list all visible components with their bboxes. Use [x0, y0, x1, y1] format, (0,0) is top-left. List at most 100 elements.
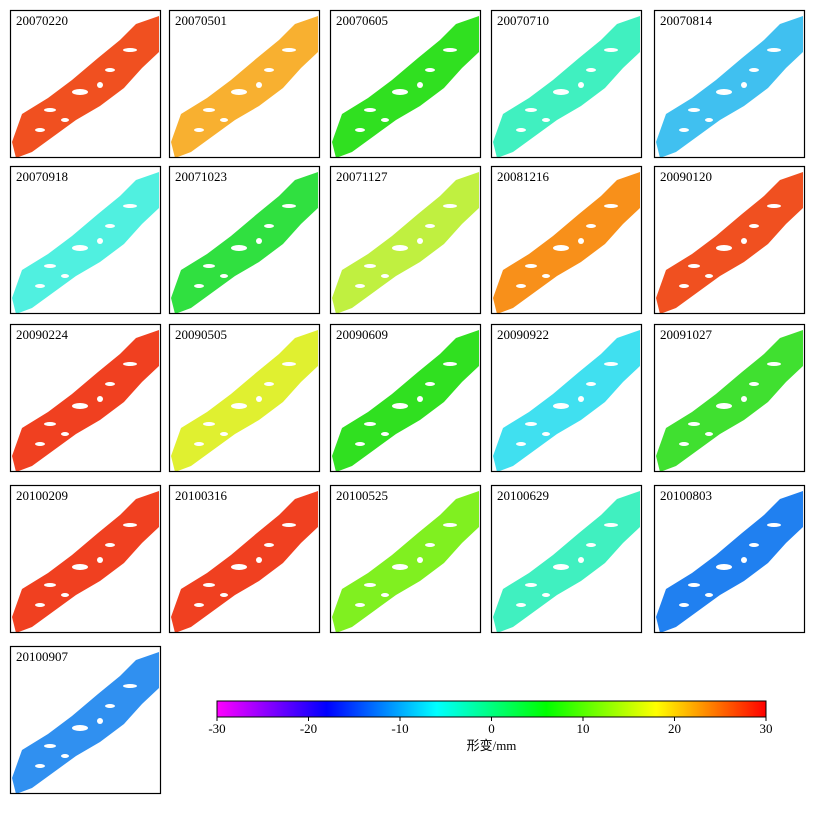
- deformation-area: [656, 16, 803, 158]
- hole: [436, 573, 444, 577]
- hole: [760, 254, 768, 258]
- hole: [123, 523, 137, 527]
- hole: [355, 442, 365, 446]
- hole: [767, 362, 781, 366]
- hole: [425, 382, 435, 386]
- hole: [44, 744, 56, 748]
- hole: [688, 583, 700, 587]
- hole: [264, 224, 274, 228]
- deformation-area: [12, 491, 159, 633]
- hole: [364, 422, 376, 426]
- panel-border: [9, 165, 162, 315]
- hole: [679, 284, 689, 288]
- deformation-area: [332, 16, 479, 158]
- panel-border: [329, 9, 482, 159]
- hole: [741, 557, 747, 563]
- hole: [516, 128, 526, 132]
- hole: [436, 98, 444, 102]
- hole: [586, 543, 596, 547]
- hole: [586, 68, 596, 72]
- map-panel: 20100525: [329, 484, 482, 634]
- hole: [525, 422, 537, 426]
- hole: [716, 403, 732, 409]
- hole: [203, 264, 215, 268]
- hole: [282, 48, 296, 52]
- hole: [604, 523, 618, 527]
- hole: [194, 442, 204, 446]
- panel-border: [653, 323, 806, 473]
- hole: [275, 254, 283, 258]
- panel-date: 20070710: [497, 13, 549, 28]
- hole: [553, 564, 569, 570]
- deformation-area: [493, 330, 640, 472]
- hole: [688, 264, 700, 268]
- hole: [97, 718, 103, 724]
- panel-date: 20100316: [175, 488, 228, 503]
- hole: [586, 382, 596, 386]
- hole: [436, 412, 444, 416]
- panel-date: 20090120: [660, 169, 712, 184]
- hole: [760, 412, 768, 416]
- hole: [417, 82, 423, 88]
- colorbar-tick-label: -30: [208, 721, 225, 736]
- panel-border: [490, 9, 643, 159]
- hole: [282, 204, 296, 208]
- hole: [264, 382, 274, 386]
- hole: [72, 403, 88, 409]
- hole: [392, 403, 408, 409]
- panel-border: [490, 323, 643, 473]
- hole: [203, 108, 215, 112]
- hole: [516, 284, 526, 288]
- panel-date: 20091027: [660, 327, 713, 342]
- hole: [355, 284, 365, 288]
- hole: [425, 543, 435, 547]
- hole: [72, 725, 88, 731]
- panel-date: 20100209: [16, 488, 68, 503]
- hole: [705, 593, 713, 597]
- hole: [264, 543, 274, 547]
- hole: [417, 238, 423, 244]
- hole: [44, 422, 56, 426]
- hole: [436, 254, 444, 258]
- deformation-area: [171, 330, 318, 472]
- hole: [105, 382, 115, 386]
- map-panel: 20071023: [168, 165, 321, 315]
- hole: [61, 754, 69, 758]
- hole: [760, 98, 768, 102]
- hole: [275, 412, 283, 416]
- map-panel: 20070710: [490, 9, 643, 159]
- hole: [542, 432, 550, 436]
- hole: [716, 245, 732, 251]
- colorbar: [216, 700, 767, 718]
- hole: [749, 224, 759, 228]
- hole: [44, 264, 56, 268]
- hole: [220, 118, 228, 122]
- hole: [355, 128, 365, 132]
- hole: [705, 274, 713, 278]
- panel-date: 20100803: [660, 488, 712, 503]
- hole: [231, 564, 247, 570]
- hole: [194, 128, 204, 132]
- map-panel: 20100629: [490, 484, 643, 634]
- hole: [105, 543, 115, 547]
- hole: [741, 396, 747, 402]
- map-panel: 20090922: [490, 323, 643, 473]
- hole: [220, 432, 228, 436]
- hole: [256, 557, 262, 563]
- hole: [116, 734, 124, 738]
- hole: [220, 593, 228, 597]
- panel-border: [168, 484, 321, 634]
- hole: [443, 204, 457, 208]
- hole: [97, 82, 103, 88]
- hole: [381, 432, 389, 436]
- hole: [72, 89, 88, 95]
- map-panel: 20090120: [653, 165, 806, 315]
- deformation-area: [171, 172, 318, 314]
- deformation-area: [12, 16, 159, 158]
- hole: [705, 432, 713, 436]
- map-panel: 20081216: [490, 165, 643, 315]
- colorbar-tick-label: 20: [668, 721, 681, 736]
- hole: [105, 704, 115, 708]
- hole: [61, 118, 69, 122]
- panel-border: [329, 165, 482, 315]
